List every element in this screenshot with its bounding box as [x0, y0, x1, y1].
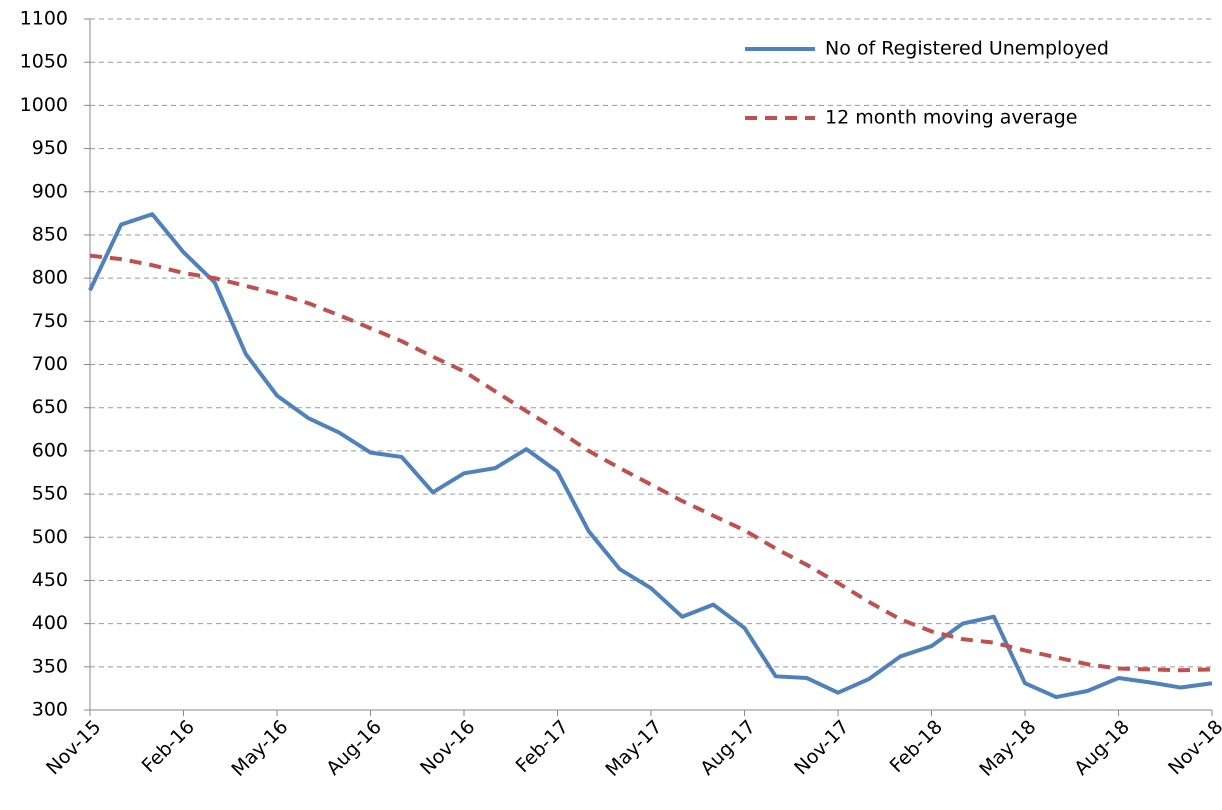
- y-tick-label: 650: [32, 396, 68, 418]
- series-line: [88, 212, 1213, 700]
- x-tick-label: Aug-16: [322, 716, 386, 780]
- y-tick-label: 950: [32, 137, 68, 159]
- y-tick-label: 550: [32, 483, 68, 505]
- y-tick-label: 900: [32, 180, 68, 202]
- y-tick-label: 1050: [20, 51, 68, 73]
- y-tick-label: 400: [32, 612, 68, 634]
- x-tick-label: Feb-16: [138, 716, 199, 777]
- y-tick-label: 350: [32, 655, 68, 677]
- x-tick-label: May-16: [227, 716, 292, 781]
- x-tick-label: Feb-17: [512, 716, 573, 777]
- y-tick-label: 800: [32, 267, 68, 289]
- x-tick-label: Aug-17: [696, 716, 760, 780]
- legend-label: 12 month moving average: [825, 107, 1078, 129]
- y-tick-label: 1100: [20, 8, 68, 30]
- y-tick-label: 700: [32, 353, 68, 375]
- y-tick-label: 750: [32, 310, 68, 332]
- x-tick-label: Nov-15: [42, 716, 105, 779]
- y-tick-label: 600: [32, 439, 68, 461]
- y-tick-label: 850: [32, 223, 68, 245]
- y-tick-label: 500: [32, 526, 68, 548]
- y-tick-label: 1000: [20, 94, 68, 116]
- x-tick-label: May-18: [975, 716, 1040, 781]
- y-tick-label: 300: [32, 699, 68, 721]
- x-tick-label: Nov-17: [790, 716, 853, 779]
- x-tick-label: Feb-18: [886, 716, 947, 777]
- x-tick-label: Nov-16: [416, 716, 479, 779]
- x-tick-label: May-17: [601, 716, 666, 781]
- series-line: [89, 253, 1213, 673]
- x-tick-label: Aug-18: [1070, 716, 1134, 780]
- x-tick-label: Nov-18: [1164, 716, 1222, 779]
- y-tick-label: 450: [32, 569, 68, 591]
- legend-label: No of Registered Unemployed: [825, 38, 1109, 60]
